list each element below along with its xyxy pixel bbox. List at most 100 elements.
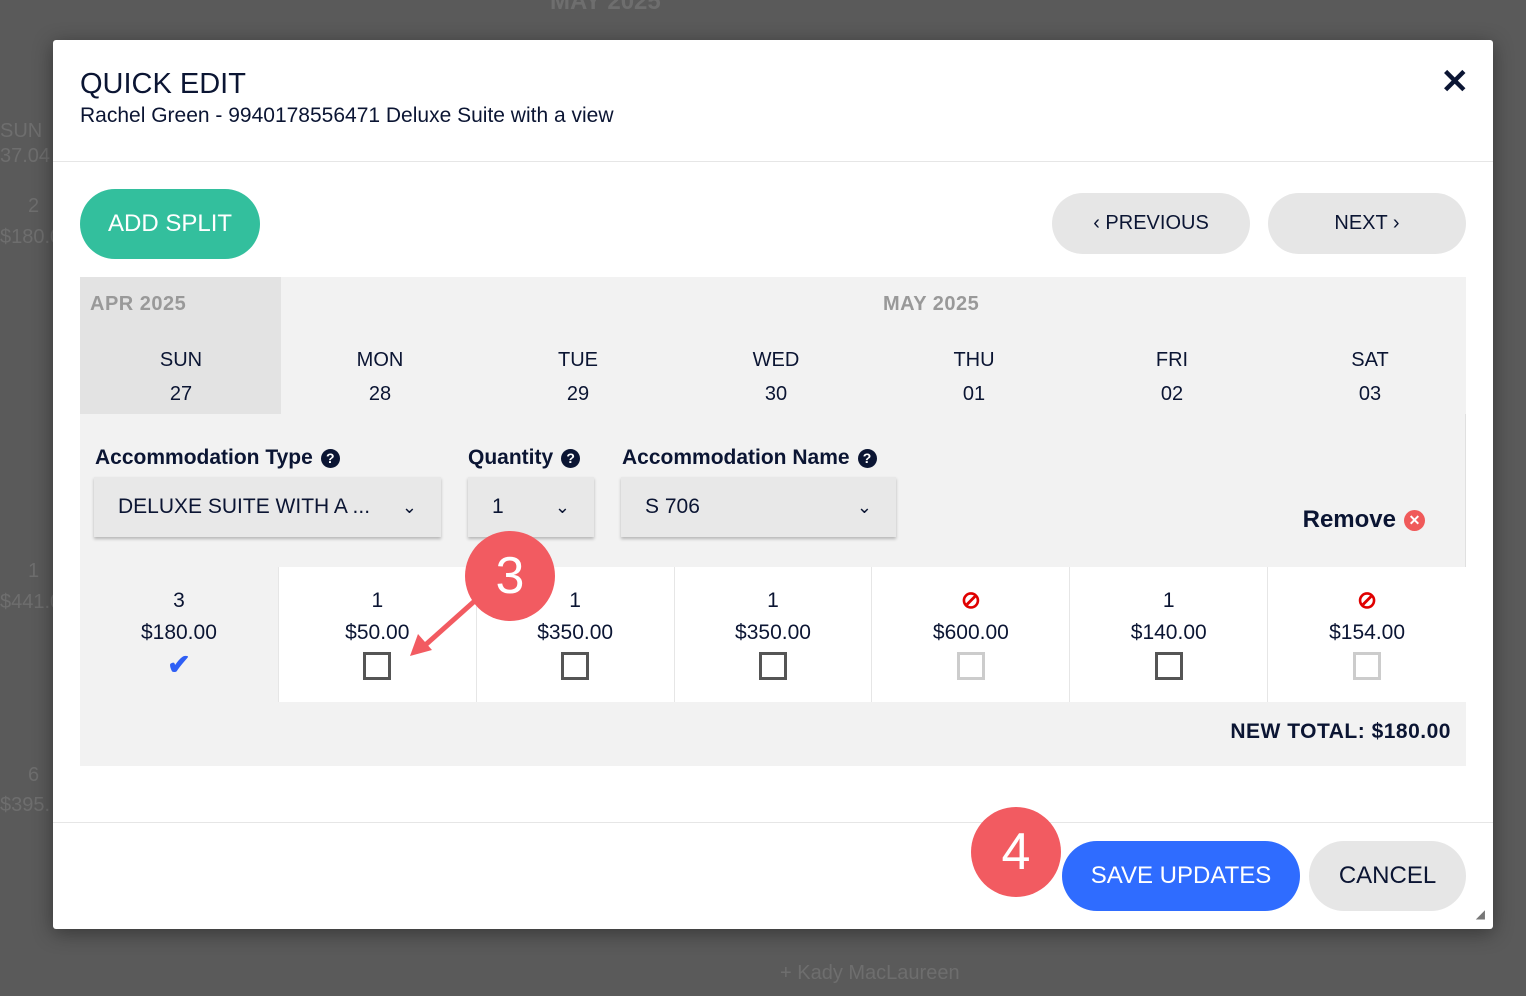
next-button[interactable]: NEXT › [1268,193,1466,254]
day-price: $50.00 [345,621,410,644]
unavailable-icon: ⊘ [1357,587,1378,614]
background-text: $180.0 [0,226,62,248]
background-text: 37.04 [0,145,51,167]
day-date: 29 [566,383,590,405]
accommodation-form: Accommodation Type? Quantity? Accommodat… [80,414,1466,567]
day-header-wed: WED 30 [677,343,875,411]
chevron-down-icon: ⌄ [554,496,570,517]
close-icon[interactable]: ✕ [1440,63,1470,101]
day-of-week: FRI [1155,349,1189,371]
day-cell: ⊘ $154.00 [1268,567,1466,702]
day-date: 02 [1160,383,1184,405]
accommodation-name-select[interactable]: S 706 ⌄ [621,477,896,537]
chevron-down-icon: ⌄ [856,496,872,517]
help-icon[interactable]: ? [561,449,581,468]
quantity-label: Quantity? [468,446,581,470]
calendar-header: APR 2025 MAY 2025 SUN 27 MON 28 TUE 29 WED 30 TH… [80,277,1466,414]
divider [53,822,1493,823]
background-text: 6 [28,764,40,786]
day-header-sat: SAT 03 [1271,343,1469,411]
modal-title: QUICK EDIT [80,68,246,100]
day-price: $140.00 [1130,621,1207,644]
cancel-button[interactable]: CANCEL [1309,841,1466,911]
edit-grid: APR 2025 MAY 2025 SUN 27 MON 28 TUE 29 WED 30 TH… [80,277,1466,766]
accommodation-type-label: Accommodation Type? [95,446,340,470]
day-cell: 3 $180.00 ✔ [80,567,279,702]
day-of-week: MON [356,349,404,371]
step-badge-3: 3 [465,531,555,621]
background-text: 2 [28,195,40,217]
day-date: 01 [962,383,986,405]
background-text: SUN [0,120,43,142]
add-split-button[interactable]: ADD SPLIT [80,189,260,259]
availability-count: 1 [569,589,581,612]
checkmark-icon[interactable]: ✔ [167,649,191,680]
background-text: $395. [0,794,51,816]
background-text: 1 [28,560,40,582]
day-checkbox[interactable] [561,652,590,680]
day-date: 28 [368,383,392,405]
save-updates-button[interactable]: SAVE UPDATES [1062,841,1300,911]
day-price: $600.00 [932,621,1009,644]
remove-icon: ✕ [1404,510,1425,531]
step-badge-4: 4 [971,807,1061,897]
quick-edit-modal: QUICK EDIT Rachel Green - 9940178556471 … [53,40,1493,929]
chevron-down-icon: ⌄ [401,496,417,517]
chevron-right-icon: › [1387,212,1400,234]
day-cells: 3 $180.00 ✔ 1 $50.00 1 $350.00 1 $350.00 ⊘ $600.00… [80,567,1466,702]
availability-count: 3 [173,589,185,612]
unavailable-icon: ⊘ [960,587,981,614]
day-of-week: THU [953,349,995,371]
resize-handle-icon[interactable]: ◢ [1475,907,1485,921]
remove-button[interactable]: Remove ✕ [1303,506,1425,534]
chevron-left-icon: ‹ [1093,212,1106,234]
day-date: 30 [764,383,788,405]
day-of-week: SAT [1351,349,1389,371]
day-of-week: TUE [558,349,598,371]
day-price: $154.00 [1329,621,1406,644]
previous-button[interactable]: ‹ PREVIOUS [1052,193,1250,254]
accommodation-type-select[interactable]: DELUXE SUITE WITH A ... ⌄ [94,477,441,537]
day-cell: 1 $50.00 [279,567,477,702]
month-label: APR 2025 [90,293,187,315]
day-checkbox[interactable] [1154,652,1183,680]
day-price: $180.00 [140,621,217,644]
availability-count: 1 [371,589,384,612]
day-date: 27 [169,383,193,405]
accommodation-name-label: Accommodation Name? [622,446,877,470]
day-checkbox[interactable] [363,652,392,680]
day-checkbox [1353,652,1382,680]
help-icon[interactable]: ? [857,449,877,468]
day-price: $350.00 [735,621,811,644]
availability-count: 1 [1162,589,1175,612]
day-header-mon: MON 28 [281,343,479,411]
background-booking: + Kady MacLaureen [780,962,960,984]
background-text: $441.0 [0,591,62,613]
day-header-thu: THU 01 [875,343,1073,411]
quantity-select[interactable]: 1 ⌄ [468,477,594,537]
day-checkbox[interactable] [759,652,787,680]
day-cell: 1 $350.00 [675,567,873,702]
day-of-week: SUN [159,349,203,371]
day-of-week: WED [752,349,800,371]
background-month: MAY 2025 [550,0,661,15]
new-total: NEW TOTAL: $180.00 [80,702,1466,766]
day-cell: 1 $350.00 [477,567,675,702]
day-header-tue: TUE 29 [479,343,677,411]
day-cell: ⊘ $600.00 [872,567,1071,702]
day-header-sun: SUN 27 [82,343,280,411]
day-checkbox [956,652,985,680]
day-date: 03 [1358,383,1382,405]
availability-count: 1 [767,589,779,612]
day-price: $350.00 [537,621,614,644]
previous-label: PREVIOUS [1105,212,1209,234]
next-label: NEXT [1334,212,1388,234]
modal-subtitle: Rachel Green - 9940178556471 Deluxe Suit… [80,104,614,127]
day-header-fri: FRI 02 [1073,343,1271,411]
apr-column [80,277,281,414]
divider [53,161,1493,162]
month-label: MAY 2025 [883,293,980,315]
help-icon[interactable]: ? [320,449,340,468]
day-cell: 1 $140.00 [1070,567,1269,702]
